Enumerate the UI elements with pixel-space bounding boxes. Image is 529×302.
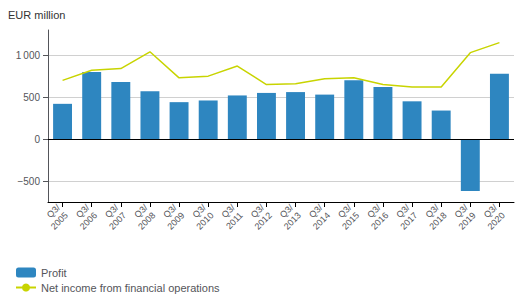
svg-text:2016: 2016 bbox=[369, 210, 390, 231]
svg-text:2019: 2019 bbox=[457, 210, 478, 231]
svg-text:EUR million: EUR million bbox=[8, 9, 65, 21]
svg-text:−500: −500 bbox=[17, 176, 40, 187]
svg-text:Q3/: Q3/ bbox=[103, 202, 121, 220]
svg-text:500: 500 bbox=[23, 92, 40, 103]
svg-text:Q3/: Q3/ bbox=[452, 202, 470, 220]
svg-text:Q3/: Q3/ bbox=[190, 202, 208, 220]
svg-text:Q3/: Q3/ bbox=[161, 202, 179, 220]
svg-text:2017: 2017 bbox=[398, 210, 419, 231]
svg-text:Profit: Profit bbox=[41, 267, 67, 279]
svg-text:Q3/: Q3/ bbox=[307, 202, 325, 220]
svg-text:2011: 2011 bbox=[224, 210, 245, 231]
svg-text:Q3/: Q3/ bbox=[277, 202, 296, 220]
svg-text:Q3/: Q3/ bbox=[481, 202, 500, 220]
svg-text:Q3/: Q3/ bbox=[423, 202, 441, 220]
svg-text:Net income from financial oper: Net income from financial operations bbox=[41, 282, 220, 294]
svg-text:2012: 2012 bbox=[253, 210, 274, 231]
svg-text:Q3/: Q3/ bbox=[248, 202, 267, 220]
svg-text:2007: 2007 bbox=[107, 210, 128, 231]
svg-text:2020: 2020 bbox=[486, 210, 507, 231]
svg-text:Q3/: Q3/ bbox=[336, 202, 354, 220]
svg-text:2010: 2010 bbox=[194, 210, 215, 231]
svg-text:2013: 2013 bbox=[282, 210, 303, 231]
svg-text:2005: 2005 bbox=[49, 210, 70, 231]
svg-text:Q3/: Q3/ bbox=[365, 202, 383, 220]
svg-text:0: 0 bbox=[34, 134, 40, 145]
svg-text:2006: 2006 bbox=[78, 210, 99, 231]
svg-text:1 000: 1 000 bbox=[16, 50, 41, 61]
svg-text:Q3/: Q3/ bbox=[44, 202, 63, 220]
svg-text:Q3/: Q3/ bbox=[219, 202, 237, 220]
svg-text:2009: 2009 bbox=[165, 210, 186, 231]
svg-text:2015: 2015 bbox=[340, 210, 361, 231]
svg-text:Q3/: Q3/ bbox=[132, 202, 150, 220]
svg-text:Q3/: Q3/ bbox=[394, 202, 412, 220]
svg-text:2008: 2008 bbox=[136, 210, 157, 231]
svg-text:2018: 2018 bbox=[427, 210, 448, 231]
svg-text:2014: 2014 bbox=[311, 210, 332, 231]
svg-text:Q3/: Q3/ bbox=[74, 202, 92, 220]
